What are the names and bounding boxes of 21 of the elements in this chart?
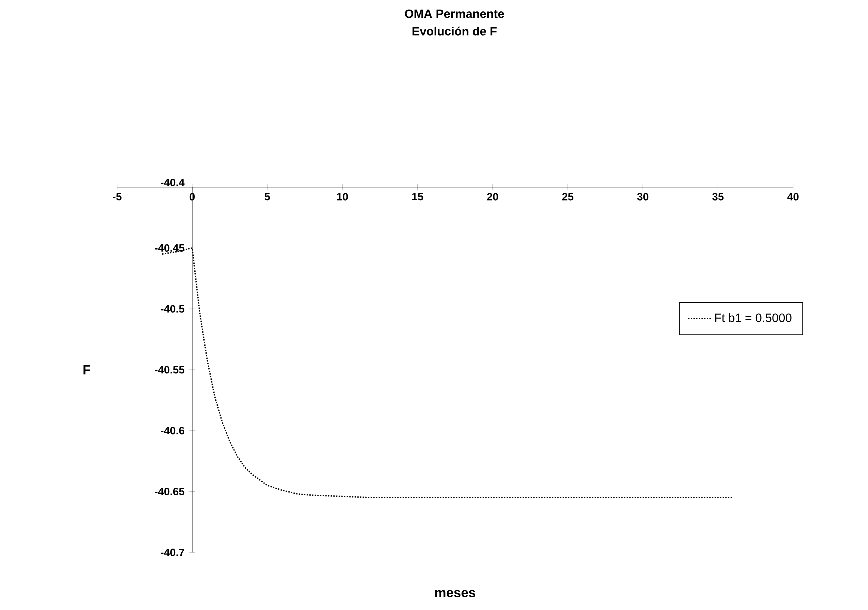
- x-tick-label: 15: [412, 193, 424, 201]
- chart-title: OMA Permanente: [405, 10, 504, 18]
- x-tick-label: 30: [637, 193, 649, 201]
- x-tick-label: -5: [113, 193, 122, 201]
- y-tick-label: -40.4: [161, 178, 185, 186]
- y-tick-label: -40.55: [155, 366, 185, 374]
- y-tick-label: -40.7: [161, 548, 184, 556]
- x-tick-label: 40: [788, 193, 799, 201]
- y-tick-label: -40.45: [155, 244, 185, 252]
- y-axis-title: F: [84, 365, 91, 375]
- x-axis-title: meses: [435, 590, 476, 598]
- x-tick-label: 25: [562, 193, 574, 201]
- x-tick-label: 20: [487, 193, 498, 201]
- y-tick-label: -40.6: [161, 427, 184, 435]
- x-tick-label: 35: [712, 193, 724, 201]
- x-tick-label: 10: [337, 193, 348, 201]
- x-tick-label: 5: [264, 193, 270, 201]
- y-tick-label: -40.5: [161, 305, 185, 313]
- chart-subtitle: Evolución de F: [412, 26, 497, 36]
- legend-label: Ft b1 = 0.5000: [715, 313, 792, 322]
- y-tick-label: -40.65: [155, 488, 185, 496]
